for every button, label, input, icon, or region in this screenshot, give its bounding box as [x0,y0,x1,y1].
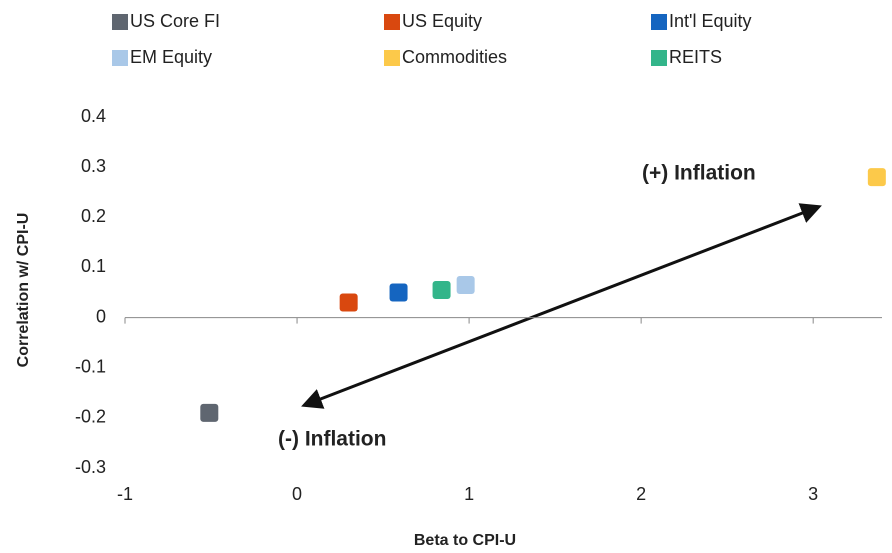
legend-swatch [384,14,400,30]
legend-swatch [112,14,128,30]
legend-swatch [651,50,667,66]
point [432,280,451,299]
point [339,293,358,312]
legend-swatch [112,50,128,66]
legend-swatch [651,14,667,30]
y-tick-label: -0.3 [75,457,106,477]
y-tick-label: -0.1 [75,356,106,376]
y-tick-label: 0.4 [81,106,106,126]
point [200,403,219,422]
y-tick-label: 0.1 [81,256,106,276]
y-axis-title: Correlation w/ CPI-U [15,213,32,368]
y-tick-label: 0 [96,306,106,326]
y-tick-label: 0.2 [81,206,106,226]
annotation: (-) Inflation [278,428,386,451]
legend-label: US Equity [402,11,482,31]
point [456,275,475,294]
annotation: (+) Inflation [642,162,756,185]
y-tick-label: -0.2 [75,407,106,427]
x-axis-title: Beta to CPI-U [414,532,516,549]
y-tick-label: 0.3 [81,156,106,176]
legend-swatch [384,50,400,66]
x-tick-label: 0 [292,484,302,504]
legend-label: Commodities [402,47,507,67]
x-tick-label: 3 [808,484,818,504]
legend-label: REITS [669,47,722,67]
point [867,168,886,187]
x-tick-label: -1 [117,484,133,504]
x-tick-label: 1 [464,484,474,504]
point [389,283,408,302]
x-tick-label: 2 [636,484,646,504]
legend-label: EM Equity [130,47,212,67]
legend-label: Int'l Equity [669,11,751,31]
legend-label: US Core FI [130,11,220,31]
inflation-arrow [301,203,822,409]
